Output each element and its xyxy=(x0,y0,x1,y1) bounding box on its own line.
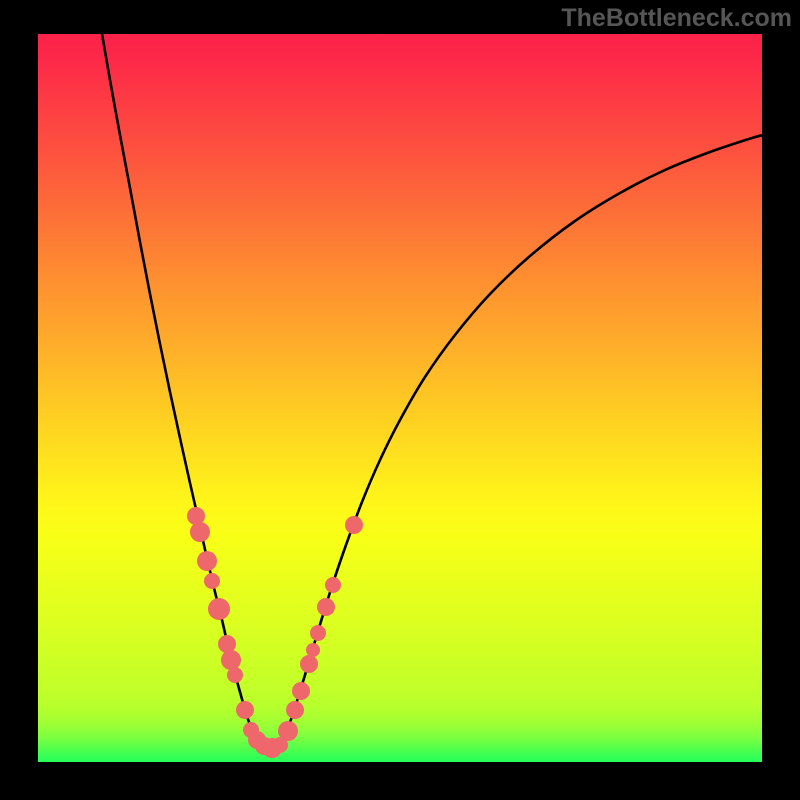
watermark-label: TheBottleneck.com xyxy=(561,4,792,33)
chart-container: TheBottleneck.com xyxy=(0,0,800,800)
gradient-background xyxy=(38,34,762,762)
